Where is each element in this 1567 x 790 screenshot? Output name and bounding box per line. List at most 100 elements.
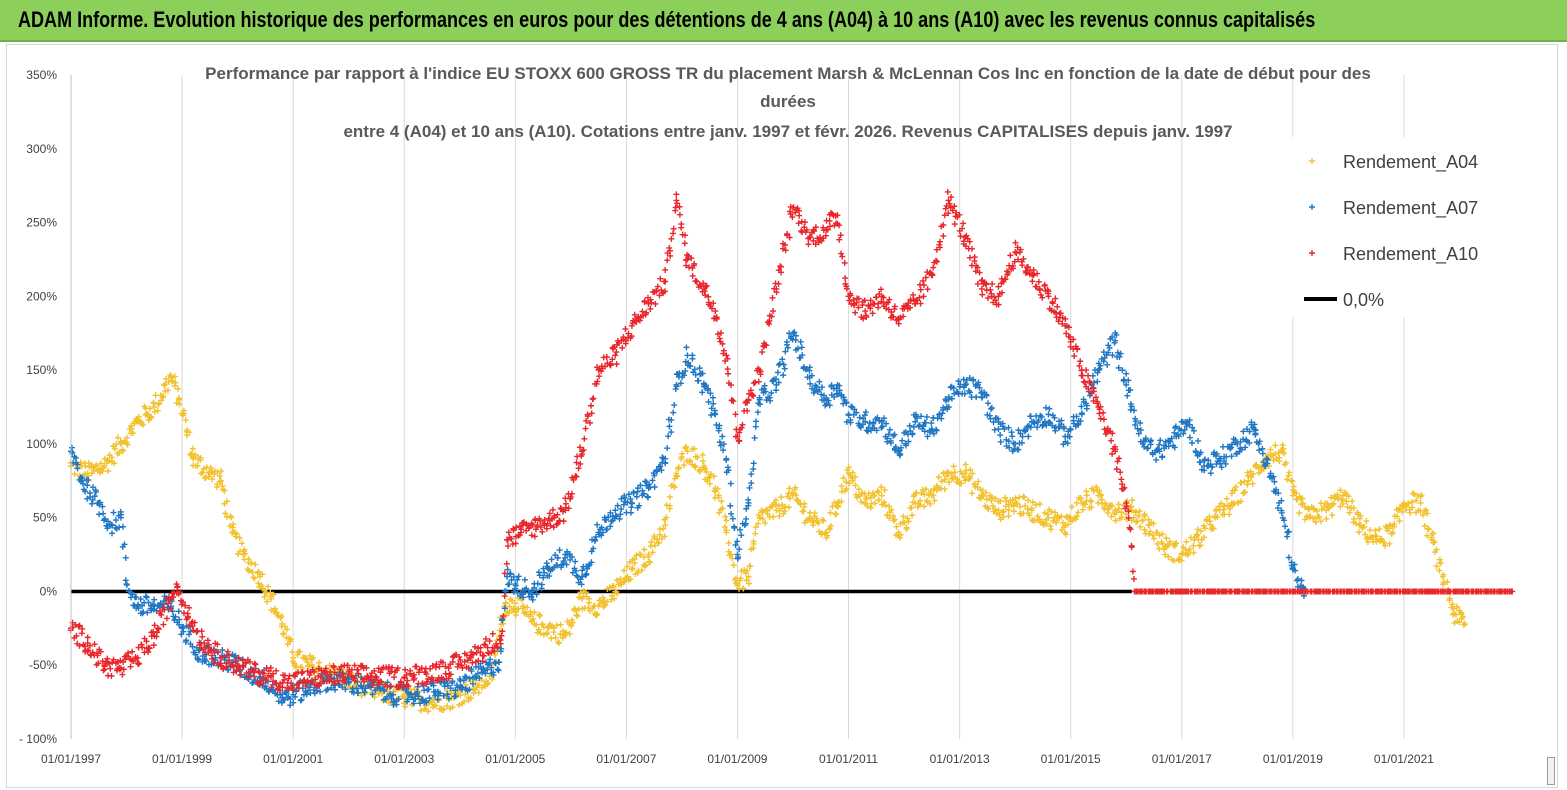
data-point: [1000, 514, 1007, 521]
data-point: [468, 666, 475, 673]
data-point: [539, 621, 546, 628]
data-point: [1147, 441, 1154, 448]
data-point: [171, 382, 178, 389]
data-point: [224, 648, 231, 655]
data-point: [625, 491, 632, 498]
data-point: [963, 467, 970, 474]
data-point: [775, 502, 782, 509]
data-point: [74, 465, 81, 472]
data-point: [586, 595, 593, 602]
data-point: [209, 476, 216, 483]
data-point: [1376, 526, 1383, 533]
data-point: [1036, 516, 1043, 523]
data-point: [892, 444, 899, 451]
data-point: [151, 404, 158, 410]
data-point: [223, 663, 230, 670]
data-point: [849, 469, 856, 476]
data-point: [1083, 405, 1090, 412]
data-point: [831, 393, 838, 400]
data-point: [743, 515, 750, 522]
data-point: [812, 382, 819, 389]
data-point: [806, 514, 813, 521]
data-point: [200, 465, 207, 472]
y-tick-label: 50%: [33, 511, 57, 525]
data-point: [122, 554, 129, 561]
data-point: [68, 444, 75, 451]
data-point: [552, 634, 559, 641]
data-point: [736, 546, 743, 553]
data-point: [1081, 379, 1088, 386]
data-point: [1087, 497, 1094, 504]
data-point: [99, 503, 106, 510]
data-point: [108, 672, 115, 679]
data-point: [560, 560, 567, 567]
data-point: [599, 594, 606, 601]
data-point: [487, 656, 494, 663]
data-point: [544, 630, 551, 637]
data-point: [1018, 439, 1025, 446]
data-point: [917, 286, 924, 293]
data-point: [800, 508, 807, 515]
data-point: [1444, 579, 1451, 586]
data-point: [1073, 513, 1080, 520]
data-point: [265, 583, 272, 590]
data-point: [1137, 427, 1144, 434]
data-point: [104, 655, 111, 662]
data-point: [1083, 492, 1090, 499]
data-point: [101, 515, 108, 522]
data-point: [488, 664, 495, 671]
data-point: [823, 529, 830, 536]
data-point: [548, 635, 555, 642]
data-point: [155, 626, 162, 633]
data-point: [875, 489, 882, 496]
data-point: [344, 662, 351, 669]
data-point: [701, 463, 708, 470]
data-point: [146, 645, 153, 652]
data-point: [583, 570, 590, 577]
data-point: [671, 402, 678, 409]
data-point: [1212, 514, 1219, 521]
data-point: [811, 510, 818, 517]
data-point: [433, 702, 440, 709]
data-point: [1366, 527, 1373, 534]
data-point: [1189, 424, 1196, 431]
chart-frame[interactable]: 01/01/1997 01/01/1999 01/01/2001 01/01/2003…: [6, 44, 1558, 788]
x-tick-label: 01/01/2017: [1152, 752, 1212, 766]
data-point: [476, 675, 483, 682]
data-point: [991, 426, 998, 433]
data-point: [1108, 437, 1115, 444]
data-point: [290, 699, 297, 706]
data-point: [509, 597, 516, 604]
data-point: [986, 412, 993, 419]
data-point: [902, 442, 909, 449]
data-point: [691, 462, 698, 469]
data-point: [128, 425, 135, 432]
data-point: [1453, 603, 1460, 610]
data-point: [249, 680, 256, 687]
data-point: [298, 664, 305, 671]
data-point: [649, 477, 656, 484]
data-point: [1015, 446, 1022, 453]
data-point: [1217, 455, 1224, 462]
data-point: [1218, 464, 1225, 471]
data-point: [144, 411, 151, 418]
data-point: [792, 484, 799, 491]
data-point: [84, 648, 91, 655]
data-point: [182, 602, 189, 609]
data-point: [1077, 358, 1084, 365]
data-point: [898, 444, 905, 451]
data-point: [1156, 441, 1163, 448]
data-point: [1124, 392, 1131, 399]
data-point: [377, 669, 384, 676]
data-point: [1462, 620, 1469, 627]
data-point: [151, 622, 158, 629]
data-point: [887, 439, 894, 446]
data-point: [1163, 535, 1170, 542]
resize-handle[interactable]: [1547, 757, 1555, 785]
data-point: [827, 523, 834, 530]
data-point: [743, 567, 750, 574]
data-point: [1317, 518, 1324, 525]
data-point: [1378, 536, 1385, 543]
data-point: [1346, 509, 1353, 516]
data-point: [951, 469, 958, 476]
